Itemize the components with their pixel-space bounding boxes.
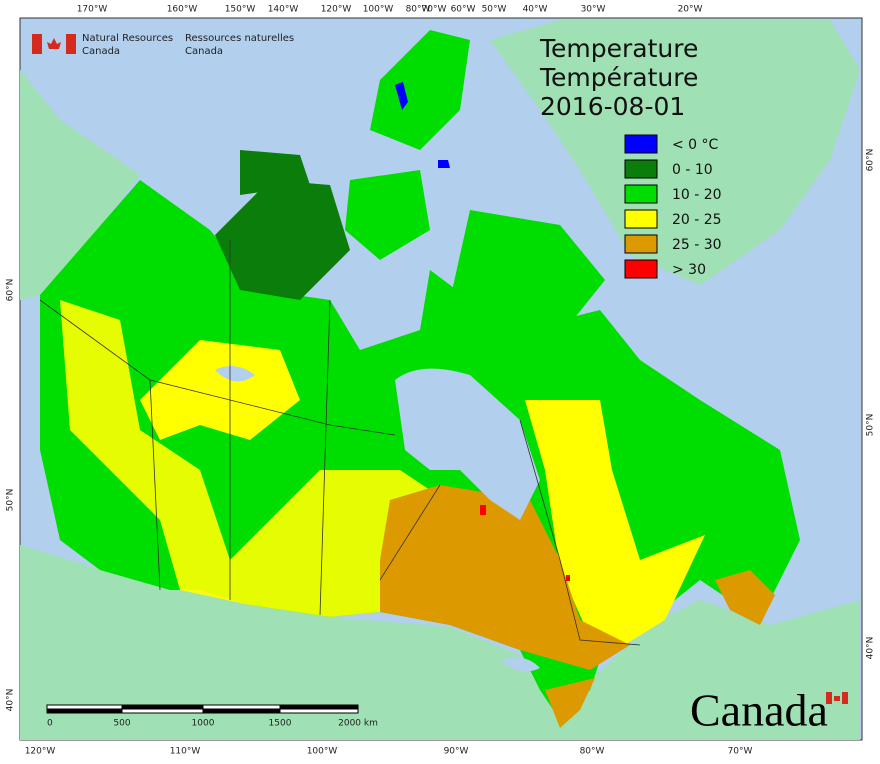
graticule-label: 40°N	[6, 689, 16, 712]
legend-label: 20 - 25	[672, 212, 722, 228]
provincial-borders	[39, 240, 641, 646]
scale-label: 0	[47, 719, 53, 729]
graticule-label: 110°W	[170, 747, 201, 757]
wordmark: Canada	[690, 685, 828, 736]
graticule-label: 70°W	[728, 747, 753, 757]
wordmark-flag	[826, 692, 848, 704]
graticule-label: 80°W	[580, 747, 605, 757]
water	[215, 366, 540, 672]
legend-swatch	[624, 209, 658, 229]
nrcan-logo	[32, 34, 76, 54]
graticule-label: 170°W	[77, 5, 108, 15]
agency-fr: Canada	[185, 46, 223, 57]
graticule-label: 40°N	[866, 637, 876, 660]
legend-label: 10 - 20	[672, 187, 722, 203]
legend-label: 25 - 30	[672, 237, 722, 253]
graticule-label: 140°W	[268, 5, 299, 15]
graticule-label: 160°W	[167, 5, 198, 15]
scale-bar	[46, 704, 359, 714]
legend-label: > 30	[672, 262, 706, 278]
texts: Natural Resources Canada Ressources nature…	[6, 5, 876, 757]
graticule-label: 120°W	[321, 5, 352, 15]
graticule-label: 40°W	[523, 5, 548, 15]
graticule-label: 60°W	[451, 5, 476, 15]
legend-label: < 0 °C	[672, 137, 719, 153]
graticule-label: 50°N	[6, 489, 16, 512]
graticule-label: 80°W	[406, 5, 431, 15]
agency-en: Canada	[82, 46, 120, 57]
agency-en: Natural Resources	[82, 33, 173, 44]
graticule-label: 120°W	[25, 747, 56, 757]
scale-label: 1000	[192, 719, 215, 729]
graticule-label: 60°N	[6, 279, 16, 302]
graticule-label: 70°W	[422, 5, 447, 15]
map-title: 2016-08-01	[540, 92, 685, 121]
map-title: Température	[539, 63, 698, 92]
graticule-label: 60°N	[866, 149, 876, 172]
other-land	[20, 20, 860, 740]
agency-fr: Ressources naturelles	[185, 33, 294, 44]
map-title: Temperature	[539, 34, 698, 63]
graticule-label: 20°W	[678, 5, 703, 15]
legend-swatch	[624, 134, 658, 154]
graticule-label: 100°W	[363, 5, 394, 15]
scale-label: 2000 km	[338, 719, 378, 729]
graticule-label: 150°W	[225, 5, 256, 15]
legend-swatch	[624, 234, 658, 254]
graticule-label: 50°N	[866, 414, 876, 437]
graticule-label: 30°W	[581, 5, 606, 15]
legend-swatch	[624, 159, 658, 179]
graticule-label: 90°W	[444, 747, 469, 757]
legend-swatch	[624, 184, 658, 204]
graticule-label: 50°W	[482, 5, 507, 15]
graticule-label: 100°W	[307, 747, 338, 757]
scale-label: 500	[113, 719, 130, 729]
scale-label: 1500	[269, 719, 292, 729]
legend-swatch	[624, 259, 658, 279]
legend-label: 0 - 10	[672, 162, 713, 178]
